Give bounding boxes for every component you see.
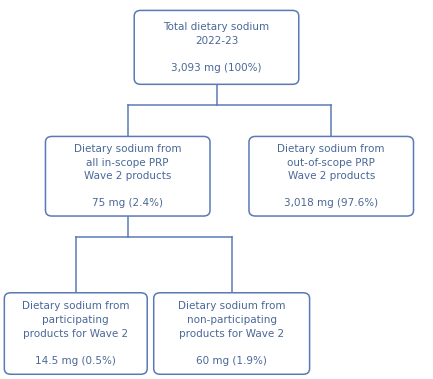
FancyBboxPatch shape — [4, 293, 147, 374]
FancyBboxPatch shape — [154, 293, 310, 374]
Text: Dietary sodium from
participating
products for Wave 2

14.5 mg (0.5%): Dietary sodium from participating produc… — [22, 301, 129, 366]
Text: Total dietary sodium
2022-23

3,093 mg (100%): Total dietary sodium 2022-23 3,093 mg (1… — [163, 22, 270, 73]
Text: Dietary sodium from
out-of-scope PRP
Wave 2 products

3,018 mg (97.6%): Dietary sodium from out-of-scope PRP Wav… — [278, 144, 385, 208]
FancyBboxPatch shape — [45, 136, 210, 216]
Text: Dietary sodium from
all in-scope PRP
Wave 2 products

75 mg (2.4%): Dietary sodium from all in-scope PRP Wav… — [74, 144, 181, 208]
Text: Dietary sodium from
non-participating
products for Wave 2

60 mg (1.9%): Dietary sodium from non-participating pr… — [178, 301, 285, 366]
FancyBboxPatch shape — [134, 11, 299, 85]
FancyBboxPatch shape — [249, 136, 414, 216]
